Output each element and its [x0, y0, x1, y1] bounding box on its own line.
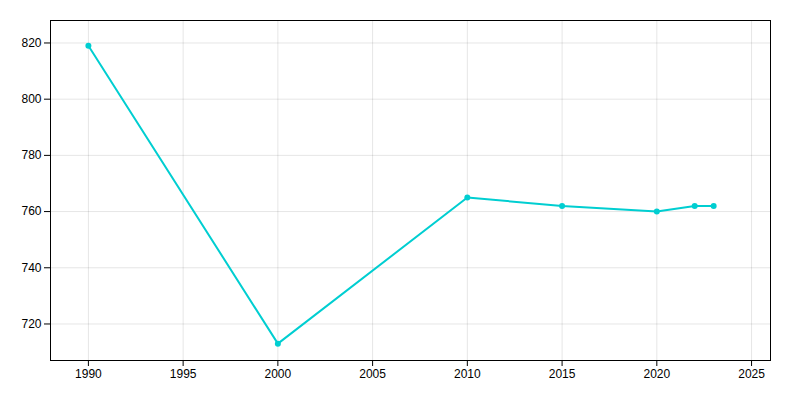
- svg-text:2000: 2000: [265, 367, 292, 381]
- svg-text:780: 780: [21, 148, 41, 162]
- svg-text:1995: 1995: [170, 367, 197, 381]
- svg-text:760: 760: [21, 204, 41, 218]
- svg-text:820: 820: [21, 36, 41, 50]
- svg-text:2005: 2005: [359, 367, 386, 381]
- svg-text:800: 800: [21, 92, 41, 106]
- svg-text:2020: 2020: [643, 367, 670, 381]
- svg-text:2025: 2025: [738, 367, 765, 381]
- svg-text:2010: 2010: [454, 367, 481, 381]
- svg-text:2015: 2015: [549, 367, 576, 381]
- svg-text:740: 740: [21, 261, 41, 275]
- svg-text:720: 720: [21, 317, 41, 331]
- svg-text:1990: 1990: [75, 367, 102, 381]
